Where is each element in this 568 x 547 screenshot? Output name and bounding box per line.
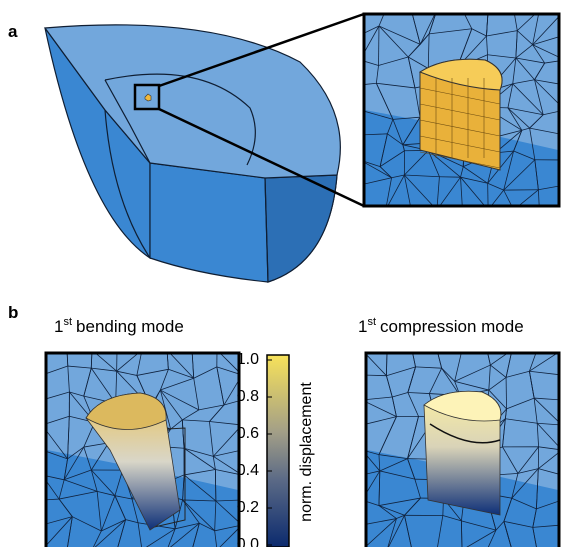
caption-text: bending mode [76,317,184,336]
inset [362,350,562,547]
tick-label: 0.0 [237,536,259,547]
shaded-face [265,175,337,282]
tick-label: 0.6 [237,425,259,442]
caption-ordinal: 1 [358,317,367,336]
inset [42,350,242,547]
tick-label: 0.8 [237,388,259,405]
tick-label: 0.4 [237,462,259,479]
caption-ordinal: 1 [54,317,63,336]
inset [360,10,565,210]
caption-text: compression mode [380,317,524,336]
caption: 1st bending mode [54,316,184,336]
quarter-sphere [45,25,340,282]
panel-label: a [8,22,18,41]
tick-label: 1.0 [237,351,259,368]
colorbar [267,355,289,547]
caption-suffix: st [367,316,376,328]
figure: a b 1stbending mode 1stcompression mode [0,0,568,547]
colorbar-label: norm. displacement [298,382,315,522]
panel-label: b [8,303,18,322]
caption-suffix: st [63,316,72,328]
caption: 1st compression mode [358,316,524,336]
tick-label: 0.2 [237,499,259,516]
